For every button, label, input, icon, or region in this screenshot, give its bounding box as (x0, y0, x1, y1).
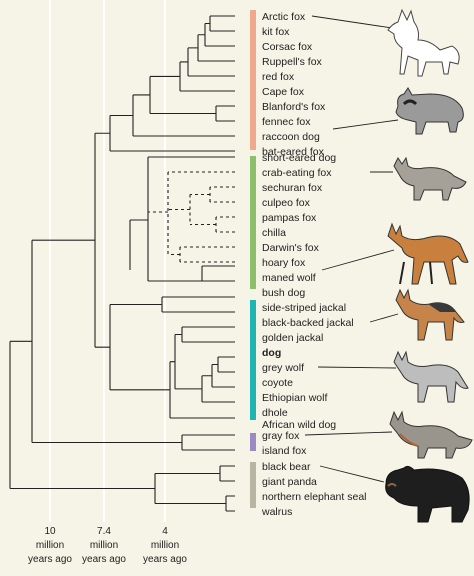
taxon-label: Darwin's fox (262, 242, 320, 254)
clade-bar-wolf-like (250, 300, 256, 420)
taxon-label: Ruppell's fox (262, 56, 323, 68)
timeline-labels: 10 million years ago 7.4 million years a… (28, 526, 187, 565)
maned-wolf-illustration (387, 222, 469, 285)
taxon-label: bush dog (262, 287, 305, 299)
gray-fox-illustration (389, 410, 473, 459)
taxon-label: Cape fox (262, 86, 305, 98)
taxon-label: coyote (262, 377, 293, 389)
taxon-label: dhole (262, 407, 288, 419)
taxon-label: short-eared dog (262, 152, 336, 164)
black-backed-jackal-illustration (395, 288, 465, 341)
crab-eating-fox-illustration (393, 156, 467, 201)
clade-bar-outgroup (250, 462, 256, 508)
taxon-label: hoary fox (262, 257, 306, 269)
clade-bar-south-american (250, 156, 256, 289)
tree-branches-dashed (148, 171, 235, 263)
taxon-label: Arctic fox (262, 11, 306, 23)
taxon-label: Corsac fox (262, 41, 313, 53)
timeline-label-suffix: years ago (28, 554, 72, 565)
taxon-labels: Arctic fox kit fox Corsac fox Ruppell's … (261, 11, 367, 518)
taxon-label: golden jackal (262, 332, 323, 344)
taxon-label: pampas fox (262, 212, 317, 224)
timeline-label-number: 7.4 (97, 526, 111, 537)
arctic-fox-illustration (387, 8, 460, 77)
taxon-label: culpeo fox (262, 197, 311, 209)
taxon-label: sechuran fox (262, 182, 323, 194)
timeline-label-number: 10 (44, 526, 56, 537)
taxon-label: crab-eating fox (262, 167, 332, 179)
taxon-label: northern elephant seal (262, 491, 367, 503)
clade-bar-gray-fox (250, 433, 256, 451)
taxon-label: kit fox (262, 26, 290, 38)
clade-bar-vulpes (250, 10, 256, 150)
taxon-label: bat-eared fox (262, 146, 325, 158)
taxon-label: giant panda (262, 476, 317, 488)
black-bear-illustration (385, 465, 470, 523)
taxon-label: chilla (262, 227, 286, 239)
tree-branches (9, 15, 235, 512)
timeline-label-suffix: years ago (143, 554, 187, 565)
timeline-label-suffix: years ago (82, 554, 126, 565)
timeline-label-unit: million (90, 540, 118, 551)
taxon-label: walrus (261, 506, 292, 518)
taxon-label: black-backed jackal (262, 317, 354, 329)
taxon-label: side-striped jackal (262, 302, 346, 314)
taxon-label: black bear (262, 461, 311, 473)
taxon-label: fennec fox (262, 116, 311, 128)
grey-wolf-illustration (393, 350, 469, 403)
taxon-label: raccoon dog (262, 131, 320, 143)
taxon-label: maned wolf (262, 272, 316, 284)
taxon-label: grey wolf (262, 362, 304, 374)
taxon-label: gray fox (262, 430, 300, 442)
taxon-label: Ethiopian wolf (262, 392, 327, 404)
taxon-label: Blanford's fox (262, 101, 326, 113)
timeline-label-unit: million (36, 540, 64, 551)
taxon-label: island fox (262, 445, 307, 457)
taxon-label: African wild dog (262, 419, 336, 431)
pointer-lines (304, 15, 399, 483)
raccoon-dog-illustration (395, 87, 464, 135)
timeline-label-number: 4 (162, 526, 168, 537)
taxon-label-dog: dog (262, 347, 281, 359)
timeline-label-unit: million (151, 540, 179, 551)
taxon-label: red fox (262, 71, 295, 83)
